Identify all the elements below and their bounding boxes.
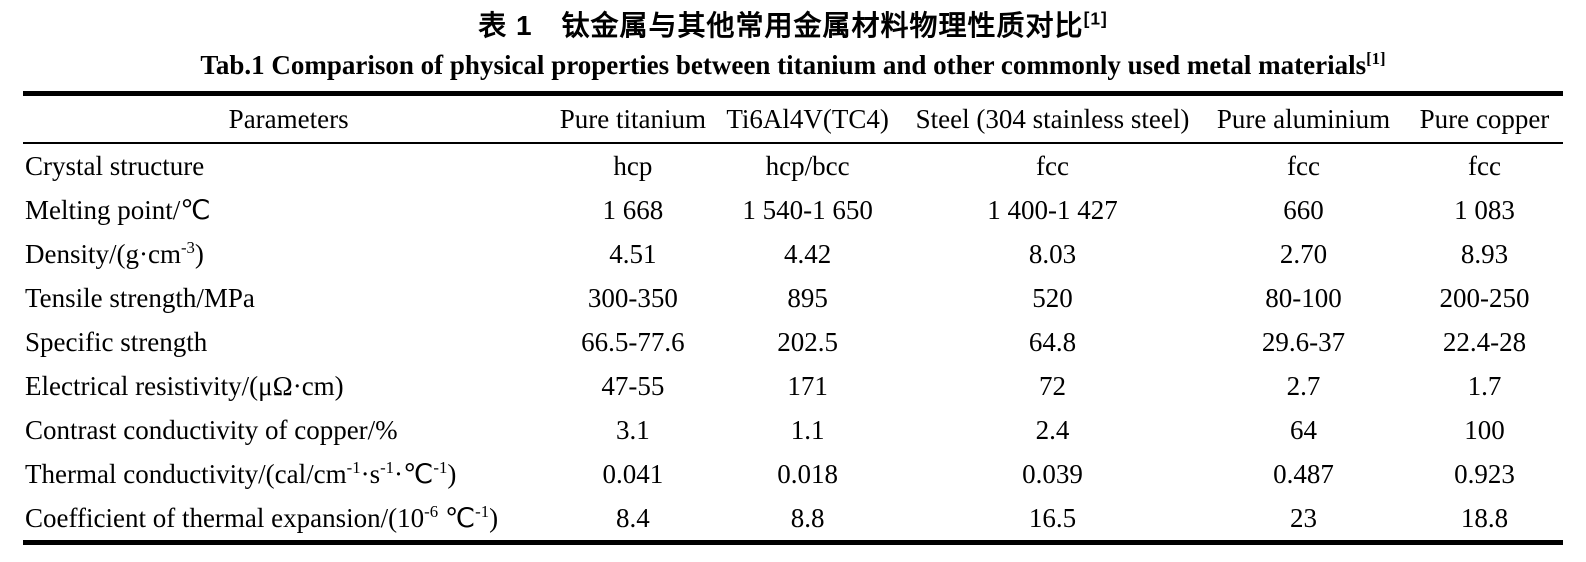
table-cell: 520 xyxy=(1032,282,1073,313)
table-cell: fcc xyxy=(1467,150,1501,181)
table-cell: 4.42 xyxy=(784,238,832,269)
table-row: Density/(g·cm-3) 4.51 4.42 8.03 2.70 8.9… xyxy=(23,232,1563,276)
table-row: Crystal structure hcp hcp/bcc fcc fcc fc… xyxy=(23,143,1563,188)
table-cell: 22.4-28 xyxy=(1442,326,1527,357)
table-cell: 72 xyxy=(1038,370,1066,401)
column-header-pure-titanium: Pure titanium xyxy=(559,103,706,134)
column-header-ti6al4v: Ti6Al4V(TC4) xyxy=(726,103,889,134)
column-header-pure-aluminium: Pure aluminium xyxy=(1216,103,1391,134)
table-cell: 0.041 xyxy=(602,458,664,489)
table-cell: 0.487 xyxy=(1273,458,1334,489)
table-cell: 3.1 xyxy=(615,414,650,445)
table-cell: 64 xyxy=(1290,414,1317,445)
table-cell: 1 668 xyxy=(602,194,664,225)
table-cell: 1.7 xyxy=(1467,370,1502,401)
table-row: Electrical resistivity/(μΩ·cm) 47-55 171… xyxy=(23,364,1563,408)
row-label: Thermal conductivity/(cal/cm-1·s-1·℃-1) xyxy=(25,457,457,489)
table-cell: 1.1 xyxy=(790,414,825,445)
table-cell: 18.8 xyxy=(1460,502,1509,533)
table-cell: 47-55 xyxy=(601,370,665,401)
table-body: Crystal structure hcp hcp/bcc fcc fcc fc… xyxy=(23,143,1563,543)
row-label: Crystal structure xyxy=(25,150,205,181)
table-cell: fcc xyxy=(1287,150,1320,181)
table-cell: 1 083 xyxy=(1454,194,1515,225)
row-label: Electrical resistivity/(μΩ·cm) xyxy=(25,370,344,401)
table-title-chinese: 表 1 钛金属与其他常用金属材料物理性质对比[1] xyxy=(478,8,1108,41)
table-cell: 64.8 xyxy=(1028,326,1077,357)
table-cell: 660 xyxy=(1283,194,1324,225)
table-cell: 29.6-37 xyxy=(1261,326,1346,357)
table-cell: 8.93 xyxy=(1460,238,1509,269)
table-row: Contrast conductivity of copper/% 3.1 1.… xyxy=(23,408,1563,452)
table-cell: 100 xyxy=(1464,414,1505,445)
table-cell: 8.03 xyxy=(1028,238,1077,269)
table-cell: 2.4 xyxy=(1035,414,1070,445)
column-header-pure-copper: Pure copper xyxy=(1419,103,1550,134)
table-cell: fcc xyxy=(1036,150,1069,181)
table-cell: 2.7 xyxy=(1286,370,1321,401)
row-label: Melting point/℃ xyxy=(25,194,211,225)
table-cell: 895 xyxy=(787,282,828,313)
table-cell: 171 xyxy=(787,370,828,401)
table-cell: 0.923 xyxy=(1454,458,1515,489)
row-label: Contrast conductivity of copper/% xyxy=(25,414,398,445)
table-cell: hcp xyxy=(613,150,653,181)
header-row: Parameters Pure titanium Ti6Al4V(TC4) St… xyxy=(23,94,1563,143)
column-header-steel: Steel (304 stainless steel) xyxy=(915,103,1190,134)
table-cell: 8.4 xyxy=(615,502,650,533)
table-header: Parameters Pure titanium Ti6Al4V(TC4) St… xyxy=(23,94,1563,143)
row-label: Tensile strength/MPa xyxy=(25,282,255,313)
row-label: Specific strength xyxy=(25,326,208,357)
table-cell: 23 xyxy=(1290,502,1317,533)
table-cell: 2.70 xyxy=(1279,238,1328,269)
table-row: Tensile strength/MPa 300-350 895 520 80-… xyxy=(23,276,1563,320)
table-title-english: Tab.1 Comparison of physical properties … xyxy=(200,49,1386,80)
row-label: Coefficient of thermal expansion/(10-6 ℃… xyxy=(25,501,499,533)
table-row: Coefficient of thermal expansion/(10-6 ℃… xyxy=(23,496,1563,543)
table-cell: 0.018 xyxy=(777,458,838,489)
table-cell: 16.5 xyxy=(1028,502,1077,533)
table-cell: hcp/bcc xyxy=(765,150,850,181)
table-cell: 4.51 xyxy=(609,238,657,269)
table-cell: 300-350 xyxy=(587,282,678,313)
table-row: Melting point/℃ 1 668 1 540-1 650 1 400-… xyxy=(23,188,1563,232)
table-cell: 200-250 xyxy=(1439,282,1530,313)
table-cell: 80-100 xyxy=(1265,282,1342,313)
column-header-parameters: Parameters xyxy=(228,103,349,134)
table-row: Thermal conductivity/(cal/cm-1·s-1·℃-1) … xyxy=(23,452,1563,496)
table-row: Specific strength 66.5-77.6 202.5 64.8 2… xyxy=(23,320,1563,364)
row-label: Density/(g·cm-3) xyxy=(25,237,204,269)
properties-table: Parameters Pure titanium Ti6Al4V(TC4) St… xyxy=(23,91,1563,545)
table-cell: 202.5 xyxy=(777,326,838,357)
table-cell: 1 540-1 650 xyxy=(742,194,873,225)
table-cell: 66.5-77.6 xyxy=(581,326,685,357)
table-cell: 1 400-1 427 xyxy=(987,194,1118,225)
table-cell: 0.039 xyxy=(1022,458,1083,489)
table-cell: 8.8 xyxy=(790,502,825,533)
